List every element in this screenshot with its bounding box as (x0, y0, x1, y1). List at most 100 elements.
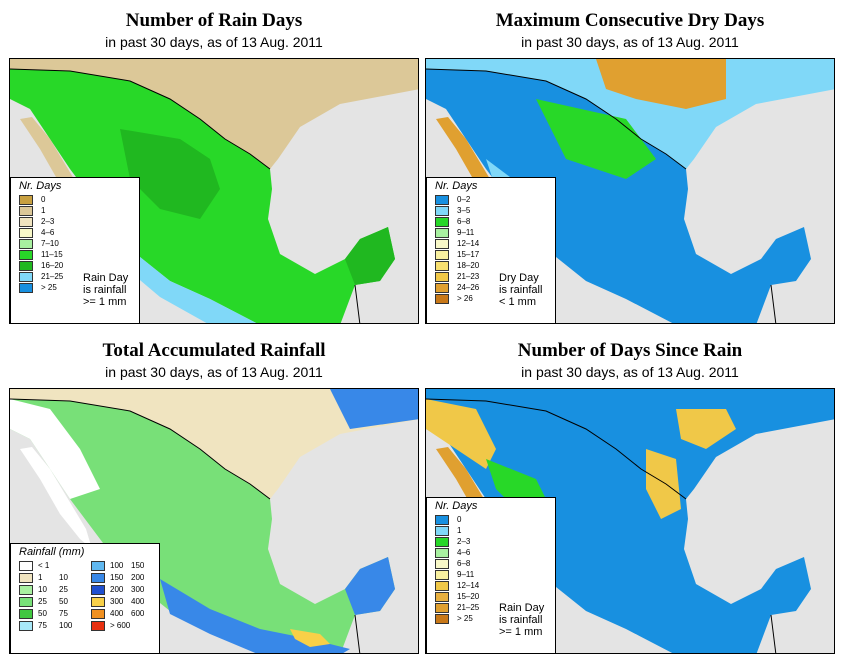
legend-swatch (19, 609, 33, 619)
legend-swatch (19, 195, 33, 205)
legend-range-high: 10 (59, 573, 68, 582)
legend-days-since-rain: Nr. Days 0 1 2–3 4–6 6–8 9–11 12–14 15–20 21–25 >… (426, 497, 556, 653)
legend-row: 9–11 (427, 569, 555, 580)
legend-row: 18–20 (427, 260, 555, 271)
legend-label: 0 (41, 195, 46, 204)
legend-label: 21–25 (41, 272, 64, 281)
legend-row: 1 (11, 205, 139, 216)
legend-swatch (91, 573, 105, 583)
legend-swatch (435, 515, 449, 525)
legend-row: 0 (427, 514, 555, 525)
legend-range-high: 200 (131, 573, 145, 582)
legend-range-low: > 600 (110, 621, 131, 630)
legend-row: 300 400 (83, 596, 155, 607)
legend-items: 0 1 2–3 4–6 6–8 9–11 12–14 15–20 21–25 > 25 (427, 514, 555, 624)
legend-swatch (435, 195, 449, 205)
legend-range-high: 50 (59, 597, 68, 606)
legend-label: 12–14 (457, 581, 480, 590)
legend-swatch (435, 570, 449, 580)
legend-row: 12–14 (427, 580, 555, 591)
legend-range-low: 150 (110, 573, 124, 582)
legend-row: > 25 (427, 613, 555, 624)
legend-row: 75 100 (11, 620, 83, 631)
legend-range-high: 400 (131, 597, 145, 606)
legend-range-high: 100 (59, 621, 73, 630)
legend-swatch (435, 217, 449, 227)
legend-label: 0 (457, 515, 462, 524)
legend-row: 0–2 (427, 194, 555, 205)
legend-row: 1 (427, 525, 555, 536)
map-total-rainfall: Rainfall (mm) < 1 1 10 10 25 25 50 50 75 75 100 100… (9, 388, 419, 654)
legend-swatch (435, 614, 449, 624)
legend-label: 9–11 (457, 228, 475, 237)
legend-swatch (435, 250, 449, 260)
legend-row: 4–6 (427, 547, 555, 558)
legend-range-low: 75 (38, 621, 47, 630)
legend-row: 4–6 (11, 227, 139, 238)
legend-label: 3–5 (457, 206, 471, 215)
legend-swatch (19, 585, 33, 595)
legend-label: 2–3 (41, 217, 55, 226)
legend-label: 15–20 (457, 592, 480, 601)
legend-label: 1 (41, 206, 46, 215)
legend-label: > 25 (41, 283, 57, 292)
legend-swatch (435, 603, 449, 613)
legend-label: 2–3 (457, 537, 471, 546)
map-rain-days: Nr. Days 0 1 2–3 4–6 7–10 11–15 16–20 21–25 > 25… (9, 58, 419, 324)
panel-title: Total Accumulated Rainfall (102, 340, 326, 361)
legend-swatch (435, 228, 449, 238)
legend-range-low: 1 (38, 573, 43, 582)
legend-swatch (19, 621, 33, 631)
legend-label: 4–6 (41, 228, 55, 237)
legend-row: 2–3 (11, 216, 139, 227)
legend-row: 21–25 (11, 271, 139, 282)
legend-swatch (19, 261, 33, 271)
legend-row: 0 (11, 194, 139, 205)
legend-range-low: 50 (38, 609, 47, 618)
legend-swatch (91, 621, 105, 631)
legend-swatch (435, 272, 449, 282)
legend-range-low: 25 (38, 597, 47, 606)
legend-label: 18–20 (457, 261, 480, 270)
legend-swatch (91, 585, 105, 595)
legend-row: 16–20 (11, 260, 139, 271)
legend-row: > 25 (11, 282, 139, 293)
legend-row: 6–8 (427, 216, 555, 227)
legend-total-rainfall: Rainfall (mm) < 1 1 10 10 25 25 50 50 75 75 100 100… (10, 543, 160, 653)
legend-rain-days: Nr. Days 0 1 2–3 4–6 7–10 11–15 16–20 21–25 > 25… (10, 177, 140, 323)
legend-range-high: 300 (131, 585, 145, 594)
legend-label: > 25 (457, 614, 473, 623)
legend-swatch (435, 294, 449, 304)
legend-swatch (19, 272, 33, 282)
legend-row: 24–26 (427, 282, 555, 293)
legend-row: < 1 (11, 560, 83, 571)
legend-swatch (435, 283, 449, 293)
legend-label: 9–11 (457, 570, 475, 579)
legend-swatch (435, 537, 449, 547)
legend-swatch (91, 597, 105, 607)
legend-range-low: 10 (38, 585, 47, 594)
legend-items: < 1 1 10 10 25 25 50 50 75 75 100 100 150 150 200 200 30… (11, 560, 159, 640)
legend-title: Nr. Days (19, 180, 62, 192)
legend-label: 0–2 (457, 195, 471, 204)
legend-label: 12–14 (457, 239, 480, 248)
legend-row: 21–25 (427, 602, 555, 613)
legend-row: 7–10 (11, 238, 139, 249)
legend-note: Dry Day is rainfall < 1 mm (499, 272, 543, 308)
legend-row: > 600 (83, 620, 155, 631)
legend-row: 11–15 (11, 249, 139, 260)
legend-label: 15–17 (457, 250, 480, 259)
legend-dry-days: Nr. Days 0–2 3–5 6–8 9–11 12–14 15–17 18–20 21–… (426, 177, 556, 323)
legend-row: 400 600 (83, 608, 155, 619)
legend-swatch (19, 283, 33, 293)
legend-range-low: 400 (110, 609, 124, 618)
legend-swatch (435, 592, 449, 602)
legend-row: > 26 (427, 293, 555, 304)
legend-swatch (435, 559, 449, 569)
legend-label: > 26 (457, 294, 473, 303)
legend-range-low: 100 (110, 561, 124, 570)
legend-label: 4–6 (457, 548, 471, 557)
legend-swatch (435, 239, 449, 249)
legend-row: 12–14 (427, 238, 555, 249)
legend-row: 200 300 (83, 584, 155, 595)
